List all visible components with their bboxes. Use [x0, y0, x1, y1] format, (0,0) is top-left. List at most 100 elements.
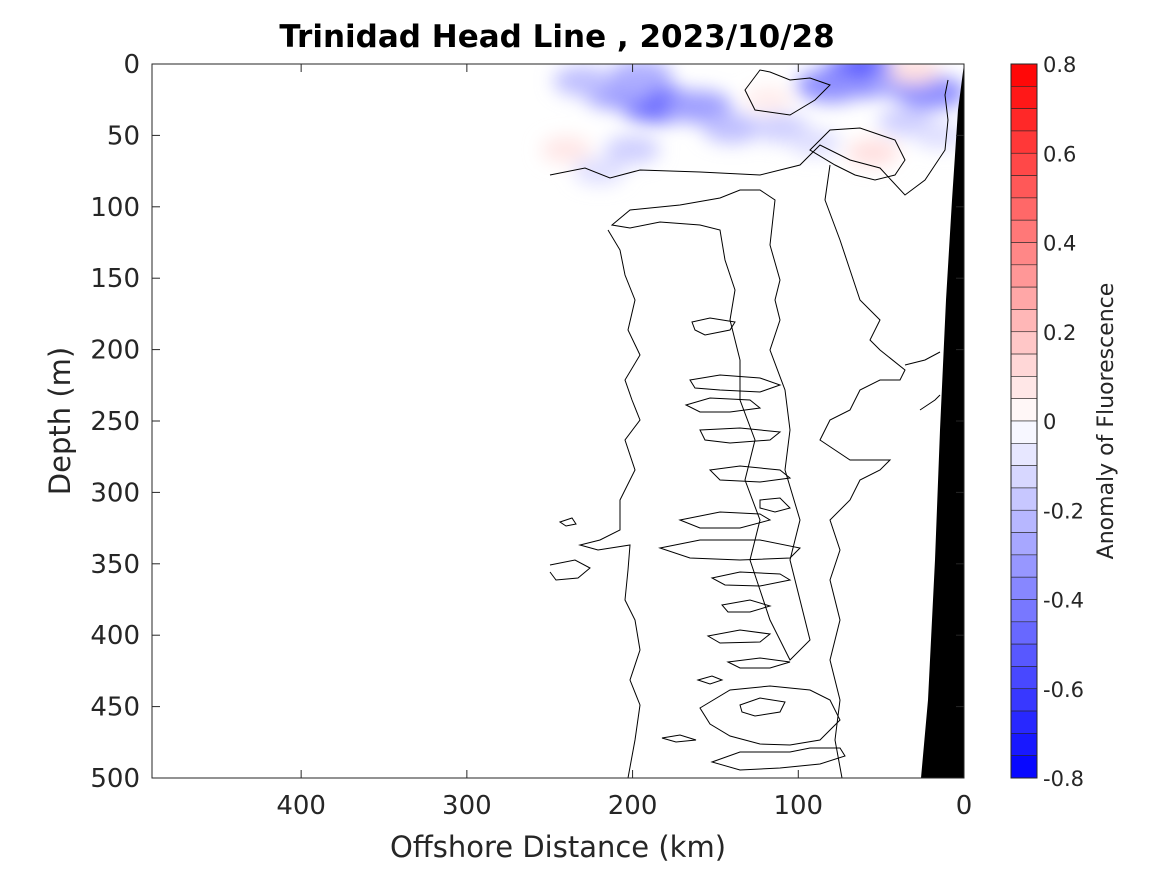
contour-line — [710, 571, 792, 587]
contour-line — [610, 189, 811, 661]
colorbar-label: Anomaly of Fluorescence — [1094, 283, 1119, 560]
anomaly-patch — [796, 68, 867, 103]
colorbar-tick-label: 0.8 — [1043, 53, 1076, 77]
contour-line — [558, 517, 577, 527]
contour-line — [809, 127, 906, 181]
colorbar-segment — [1010, 152, 1038, 176]
colorbar-tick-label: 0.6 — [1043, 142, 1076, 166]
contour-line — [706, 629, 772, 644]
chart-title: Trinidad Head Line , 2023/10/28 — [279, 19, 834, 55]
x-axis-label: Offshore Distance (km) — [390, 830, 726, 864]
colorbar-segment — [1010, 733, 1038, 756]
anomaly-patch — [541, 136, 592, 163]
y-tick-label: 400 — [90, 621, 140, 651]
anomaly-patch — [913, 121, 964, 149]
contour-line — [904, 351, 941, 366]
anomaly-patch — [553, 66, 613, 97]
contour-line — [678, 511, 772, 529]
contour-line — [739, 697, 786, 717]
anomaly-patch — [609, 64, 673, 92]
colorbar-segment — [1010, 219, 1038, 243]
contour-line — [658, 539, 802, 561]
y-tick-label: 450 — [90, 693, 140, 723]
colorbar-segment — [1010, 63, 1038, 87]
contour-line — [684, 397, 762, 413]
contour-line — [759, 497, 791, 513]
colorbar-tick-label: -0.8 — [1043, 767, 1084, 791]
colorbar-tick-label: 0.4 — [1043, 232, 1076, 256]
contour-line — [721, 599, 772, 613]
y-tick-label: 150 — [90, 264, 140, 294]
colorbar-segment — [1010, 420, 1038, 444]
anomaly-patch — [665, 90, 733, 124]
colorbar-segment — [1010, 487, 1038, 511]
colorbar-segment — [1010, 576, 1038, 600]
anomaly-patch — [744, 86, 793, 113]
colorbar-segment — [1010, 443, 1038, 466]
colorbar-tick-label: 0 — [1043, 410, 1056, 434]
y-tick-label: 350 — [90, 550, 140, 580]
colorbar-segment — [1010, 175, 1038, 199]
anomaly-field — [541, 64, 964, 185]
y-axis-label: Depth (m) — [43, 347, 77, 495]
colorbar-tick-label: -0.4 — [1043, 589, 1084, 613]
colorbar-segment — [1010, 666, 1038, 690]
contour-line — [744, 69, 831, 116]
contour-line — [708, 465, 792, 483]
colorbar-segment — [1010, 509, 1038, 533]
colorbar-tick-label: -0.6 — [1043, 678, 1084, 702]
colorbar-segment — [1010, 376, 1038, 399]
colorbar-tick-label: 0.2 — [1043, 321, 1076, 345]
colorbar-tick-label: -0.2 — [1043, 499, 1084, 523]
contour-line — [819, 164, 906, 778]
y-tick-label: 300 — [90, 478, 140, 508]
anomaly-patch — [847, 139, 899, 167]
x-tick-label: 200 — [608, 791, 658, 821]
colorbar-segment — [1010, 554, 1038, 578]
colorbar-segment — [1010, 130, 1038, 154]
y-tick-label: 100 — [90, 193, 140, 223]
anomaly-patch — [573, 157, 626, 185]
contour-line — [689, 374, 782, 393]
contour-line — [661, 734, 697, 743]
colorbar: 0.8 0.6 0.4 0.2 0 -0.2 -0.4 -0.6 -0.8 — [1010, 53, 1084, 791]
colorbar-segment — [1010, 331, 1038, 355]
colorbar-segment — [1010, 398, 1038, 422]
colorbar-segment — [1010, 242, 1038, 266]
contour-line — [549, 559, 591, 581]
contour-line — [710, 747, 846, 771]
contour-line — [696, 675, 724, 685]
contour-line — [699, 685, 841, 746]
colorbar-segment — [1010, 599, 1038, 623]
x-tick-label: 400 — [276, 791, 326, 821]
y-tick-label: 0 — [123, 50, 140, 80]
contour-line — [549, 79, 949, 196]
colorbar-segment — [1010, 309, 1038, 333]
y-tick-label: 250 — [90, 407, 140, 437]
y-tick-label: 50 — [107, 121, 140, 151]
y-axis: 0 50 100 150 200 250 300 350 400 450 500 — [90, 50, 964, 794]
colorbar-segment — [1010, 86, 1038, 109]
plot-area — [152, 64, 964, 778]
x-tick-label: 100 — [773, 791, 823, 821]
x-axis: 400 300 200 100 0 — [276, 64, 972, 821]
anomaly-patch — [888, 64, 941, 85]
colorbar-segment — [1010, 532, 1038, 556]
y-tick-label: 200 — [90, 336, 140, 366]
anomaly-patch — [604, 135, 661, 164]
colorbar-segment — [1010, 264, 1038, 288]
y-tick-label: 500 — [90, 764, 140, 794]
x-tick-label: 300 — [442, 791, 492, 821]
colorbar-segment — [1010, 197, 1038, 221]
colorbar-segment — [1010, 286, 1038, 310]
colorbar-segment — [1010, 643, 1038, 667]
contour-line — [699, 427, 782, 444]
contour-line — [726, 657, 791, 669]
contour-line — [578, 229, 641, 778]
anomaly-patch — [702, 113, 762, 144]
colorbar-segment — [1010, 688, 1038, 712]
colorbar-segment — [1010, 353, 1038, 377]
seafloor-bathymetry — [921, 64, 964, 778]
colorbar-segment — [1010, 621, 1038, 645]
